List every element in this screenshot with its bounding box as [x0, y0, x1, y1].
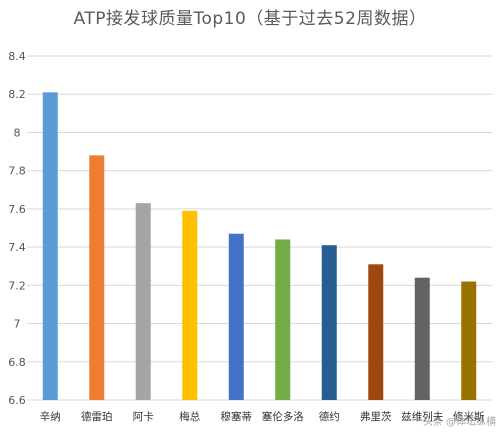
y-tick-label: 7.2: [8, 279, 26, 292]
bar: [42, 92, 58, 401]
y-tick-label: 7: [14, 318, 21, 331]
y-tick-label: 7.8: [8, 165, 26, 178]
x-category-label: 修米斯: [453, 410, 485, 423]
bar: [368, 264, 384, 400]
bar: [461, 281, 477, 400]
bar: [228, 233, 244, 400]
y-tick-label: 7.6: [8, 203, 26, 216]
x-category-label: 兹维列夫: [401, 410, 443, 423]
bar: [182, 210, 198, 400]
bar: [414, 277, 430, 400]
bar: [321, 245, 337, 400]
y-tick-label: 8.2: [8, 88, 26, 101]
x-category-label: 穆塞蒂: [221, 410, 253, 423]
y-tick-label: 8.4: [8, 50, 26, 63]
chart-title: ATP接发球质量Top10（基于过去52周数据）: [73, 9, 427, 29]
y-tick-label: 8: [14, 126, 21, 139]
x-category-label: 梅总: [179, 410, 200, 423]
y-tick-label: 6.8: [8, 356, 26, 369]
bar: [89, 155, 105, 400]
x-category-label: 阿卡: [133, 410, 154, 423]
y-tick-label: 6.6: [8, 394, 26, 407]
x-category-label: 德雷珀: [81, 410, 113, 423]
watermark-text: 头条 @体坛纵横: [423, 415, 496, 428]
bar: [275, 239, 291, 400]
x-category-label: 辛纳: [40, 410, 61, 423]
y-tick-label: 7.4: [8, 241, 26, 254]
x-category-label: 塞伦多洛: [262, 410, 304, 423]
x-category-label: 德约: [319, 410, 340, 423]
x-category-label: 弗里茨: [360, 410, 392, 423]
bar: [135, 203, 151, 400]
